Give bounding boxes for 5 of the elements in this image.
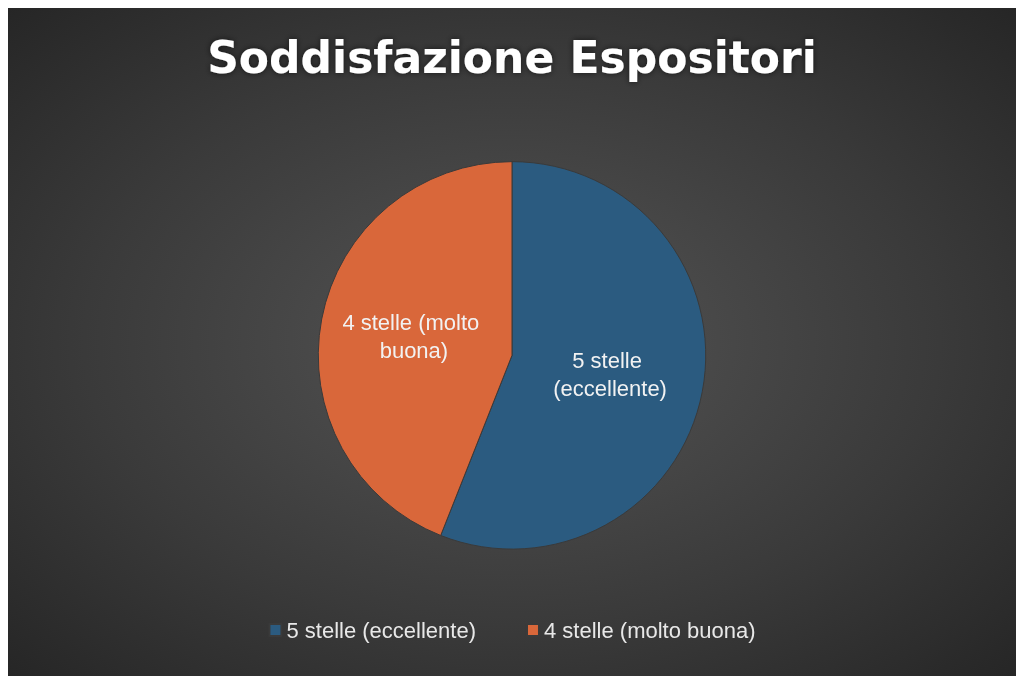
legend-label: 4 stelle (molto buona) <box>543 617 756 643</box>
slice-label: 4 stelle (molto buona) <box>342 310 486 364</box>
legend-label: 5 stelle (eccellente) <box>286 617 476 643</box>
chart-title: Soddisfazione Espositori <box>207 31 817 83</box>
slice-label: 5 stelle (eccellente) <box>553 347 667 401</box>
